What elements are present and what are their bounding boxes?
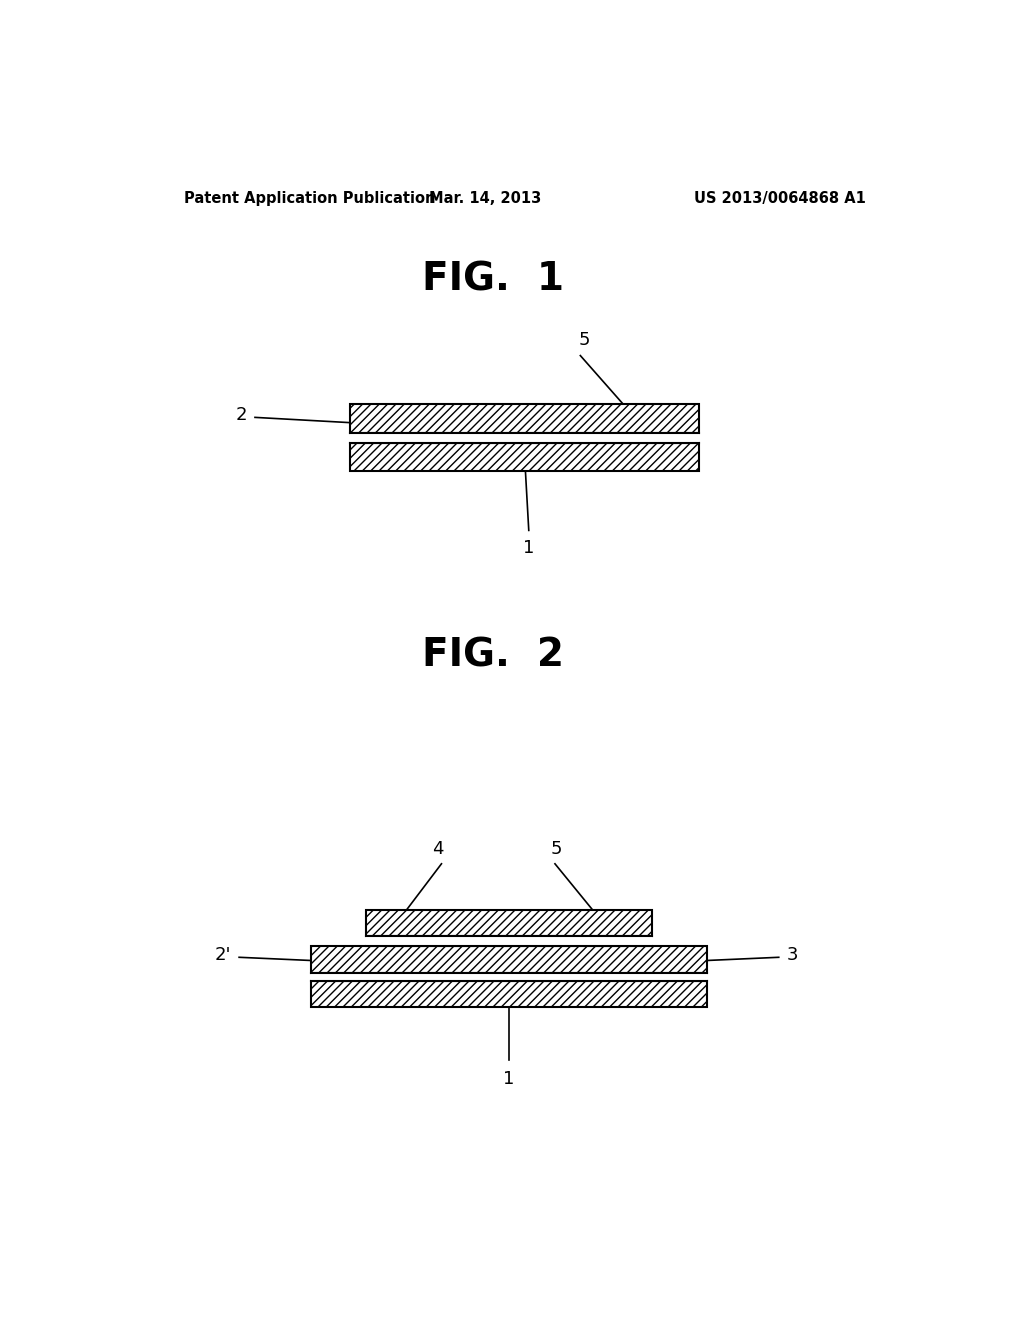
Text: Mar. 14, 2013: Mar. 14, 2013 <box>429 191 542 206</box>
Bar <box>350 404 699 433</box>
Text: 2: 2 <box>236 407 247 424</box>
Text: 5: 5 <box>551 840 562 858</box>
Bar <box>350 444 699 471</box>
Bar <box>310 981 708 1007</box>
Bar <box>310 973 708 981</box>
Text: US 2013/0064868 A1: US 2013/0064868 A1 <box>694 191 866 206</box>
Text: 3: 3 <box>786 946 798 964</box>
Text: Patent Application Publication: Patent Application Publication <box>183 191 435 206</box>
Text: 5: 5 <box>579 331 590 350</box>
Bar <box>367 909 651 936</box>
Text: 1: 1 <box>503 1071 515 1088</box>
Text: FIG.  2: FIG. 2 <box>422 636 564 675</box>
Text: 4: 4 <box>432 840 443 858</box>
Text: FIG.  1: FIG. 1 <box>422 260 564 298</box>
Text: 2': 2' <box>215 946 231 964</box>
Text: 1: 1 <box>523 539 535 557</box>
Bar <box>350 433 699 444</box>
Bar <box>367 936 651 946</box>
Bar <box>310 946 708 973</box>
